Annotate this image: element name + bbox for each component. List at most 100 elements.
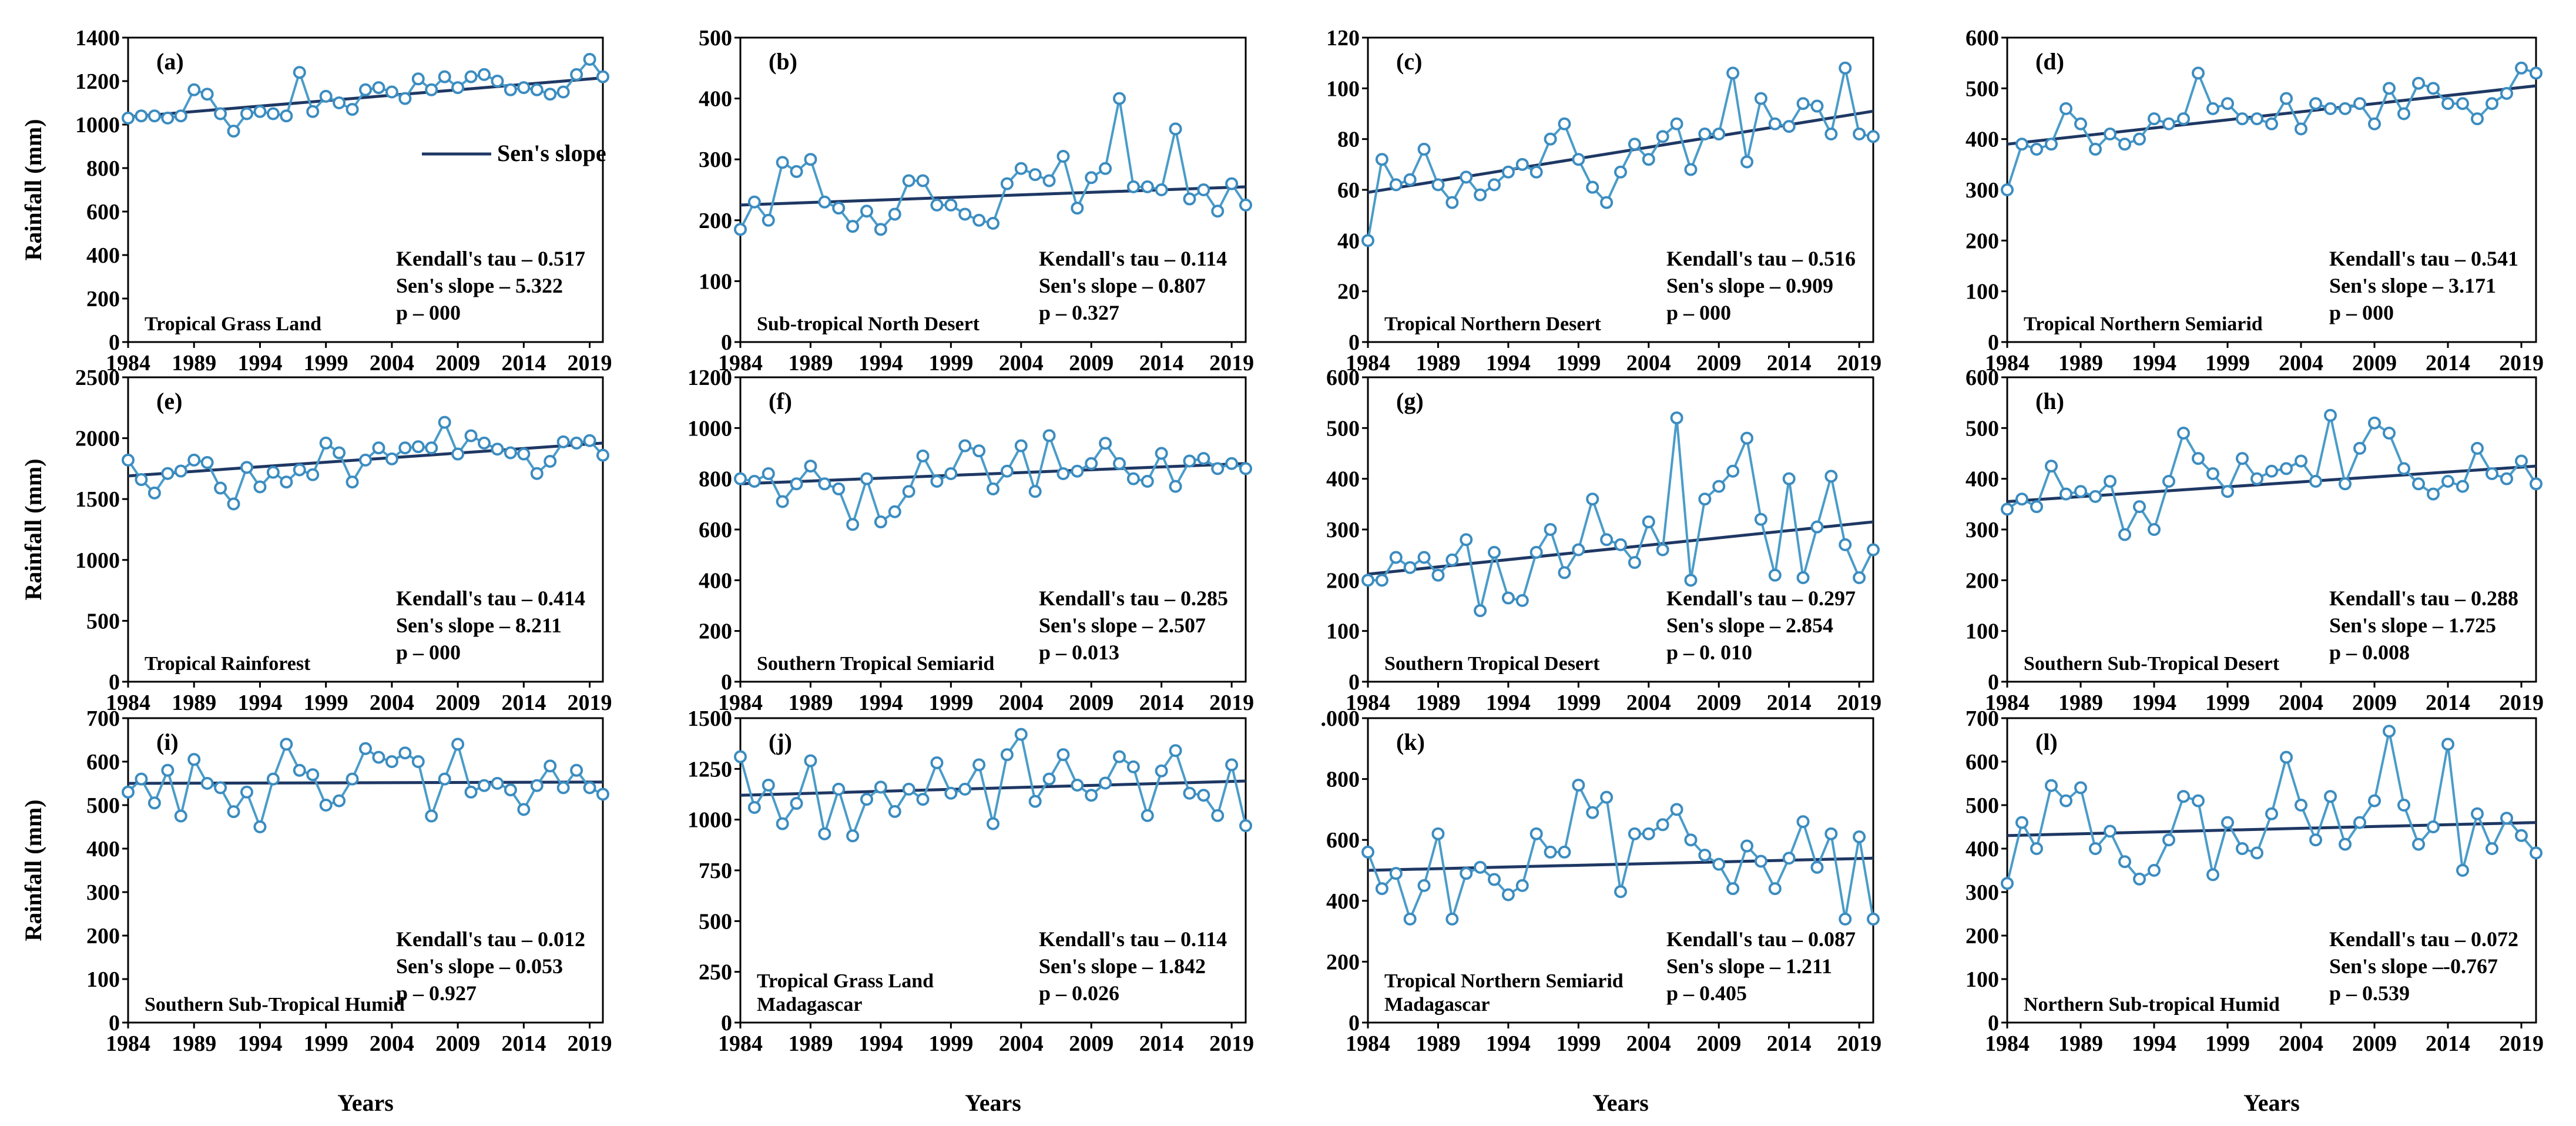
y-tick-label: 40 (1337, 229, 1360, 253)
data-point (1225, 177, 1239, 190)
region-label: Madagascar (1384, 994, 1490, 1016)
x-tick-label: 1999 (1556, 351, 1601, 376)
x-tick-label: 2009 (435, 351, 480, 376)
data-point (1839, 61, 1852, 75)
data-point (790, 477, 803, 491)
data-point (1211, 462, 1225, 475)
data-point (2339, 477, 2352, 491)
panel-letter: (j) (769, 729, 792, 755)
data-point (372, 441, 385, 455)
data-point (333, 446, 346, 460)
y-tick-label: 1000 (75, 548, 120, 573)
data-point (2397, 799, 2410, 812)
data-point (517, 447, 531, 461)
data-point (958, 782, 972, 796)
data-point (346, 103, 359, 116)
data-point (2074, 485, 2087, 498)
x-tick-label: 1999 (2205, 351, 2250, 376)
data-point (1474, 604, 1487, 618)
data-point (1684, 163, 1698, 176)
stat-line: p – 0. 010 (1666, 641, 1752, 664)
data-point (478, 68, 491, 81)
data-point (1056, 150, 1070, 163)
data-point (2412, 76, 2425, 90)
x-tick-label: 2004 (999, 691, 1044, 715)
y-tick-label: 500 (86, 609, 120, 634)
x-tick-label: 2014 (501, 1031, 546, 1056)
data-point (2118, 138, 2131, 151)
data-point (2500, 86, 2513, 100)
y-tick-label: 1000 (687, 808, 732, 833)
data-point (902, 174, 915, 187)
data-point (2295, 454, 2307, 468)
x-tick-label: 1984 (106, 691, 150, 715)
data-point (2280, 750, 2293, 764)
x-tick-label: 1994 (858, 1031, 903, 1056)
data-point (2324, 102, 2337, 115)
data-point (2530, 846, 2543, 860)
data-point (583, 781, 596, 795)
data-point (1239, 462, 1252, 475)
data-point (451, 81, 465, 95)
data-point (1670, 411, 1683, 425)
x-tick-label: 1999 (1556, 1031, 1601, 1056)
data-point (2295, 122, 2307, 136)
y-axis-title: Rainfall (mm) (20, 119, 46, 260)
data-point (888, 505, 901, 518)
x-tick-label: 1989 (2058, 351, 2103, 376)
data-point (306, 105, 320, 118)
data-point (491, 443, 504, 456)
data-point (570, 436, 583, 450)
data-point (1867, 543, 1880, 557)
panel-f: 0 200 400 600 800 1000 1200 1984 1989 1994 1999 200… (687, 366, 1254, 715)
data-point (2397, 107, 2410, 120)
data-point (1042, 429, 1056, 443)
x-tick-label: 1989 (1416, 351, 1460, 376)
region-label: Tropical Rainforest (145, 653, 311, 675)
data-point (2148, 523, 2161, 536)
data-point (147, 486, 161, 500)
data-point (1628, 556, 1641, 569)
y-tick-label: 200 (699, 619, 732, 644)
data-point (1239, 198, 1252, 212)
x-tick-label: 1984 (1985, 351, 2030, 376)
y-tick-label: 400 (1965, 467, 1999, 492)
data-point (2192, 452, 2205, 465)
stat-line: p – 0.026 (1039, 981, 1119, 1005)
data-point (804, 153, 817, 166)
data-point (1501, 591, 1515, 605)
y-tick-label: 1000 (75, 113, 120, 138)
data-point (2148, 864, 2161, 877)
stat-line: Sen's slope – 2.854 (1666, 614, 1833, 637)
x-tick-label: 1984 (1346, 1031, 1390, 1056)
data-point (1515, 879, 1529, 892)
data-point (411, 72, 425, 86)
data-point (2412, 837, 2425, 851)
data-point (319, 799, 333, 812)
data-point (1867, 912, 1880, 926)
data-point (1085, 457, 1098, 470)
y-tick-label: 2500 (75, 366, 120, 390)
data-point (1183, 192, 1196, 206)
data-point (1600, 533, 1614, 547)
data-point (1239, 819, 1252, 833)
data-point (1712, 128, 1726, 141)
data-point (1530, 827, 1543, 840)
data-point (122, 453, 135, 467)
panel-letter: (k) (1396, 729, 1425, 755)
x-tick-label: 1999 (2205, 1031, 2250, 1056)
data-point (319, 89, 333, 103)
data-point (2060, 794, 2072, 807)
data-point (491, 75, 504, 88)
data-point (2383, 725, 2396, 738)
y-tick-label: 0 (109, 330, 120, 355)
data-point (359, 83, 372, 96)
data-point (530, 779, 544, 792)
stat-line: Kendall's tau – 0.285 (1039, 587, 1228, 610)
y-tick-label: 500 (1965, 76, 1999, 101)
data-point (464, 429, 478, 443)
plot-area (2006, 717, 2537, 1024)
x-tick-label: 1989 (788, 691, 833, 715)
data-point (1810, 860, 1824, 874)
y-tick-label: 0 (1988, 670, 1999, 695)
